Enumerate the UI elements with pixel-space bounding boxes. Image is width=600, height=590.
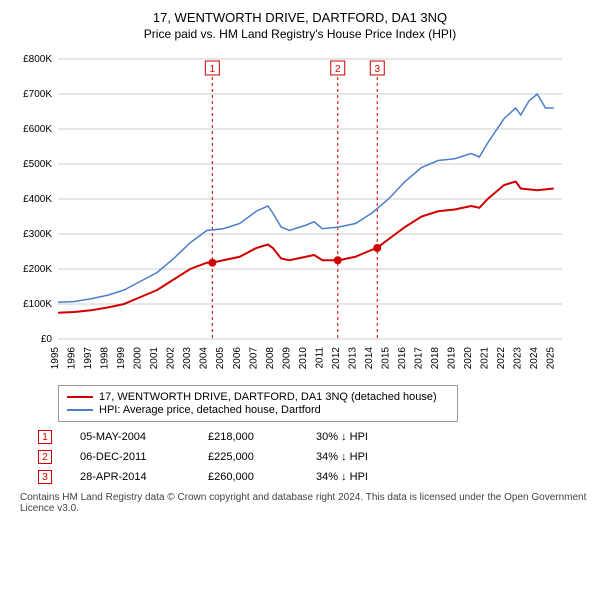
svg-text:2015: 2015 — [380, 347, 391, 370]
sale-diff: 30% ↓ HPI — [316, 431, 368, 443]
table-row: 3 28-APR-2014 £260,000 34% ↓ HPI — [38, 470, 590, 484]
svg-text:1998: 1998 — [100, 347, 111, 370]
legend-row-hpi: HPI: Average price, detached house, Dart… — [67, 404, 449, 416]
svg-text:£700K: £700K — [23, 89, 52, 100]
sale-marker-icon: 3 — [38, 470, 52, 484]
sale-price: £225,000 — [208, 451, 288, 463]
svg-text:2004: 2004 — [199, 347, 210, 370]
svg-text:2014: 2014 — [364, 347, 375, 370]
svg-text:£200K: £200K — [23, 264, 52, 275]
svg-text:2011: 2011 — [314, 347, 325, 369]
legend-row-property: 17, WENTWORTH DRIVE, DARTFORD, DA1 3NQ (… — [67, 391, 449, 403]
svg-text:2009: 2009 — [281, 347, 292, 370]
svg-text:2016: 2016 — [397, 347, 408, 370]
svg-text:£600K: £600K — [23, 124, 52, 135]
legend-swatch-property — [67, 396, 93, 398]
chart-subtitle: Price paid vs. HM Land Registry's House … — [10, 27, 590, 41]
svg-text:2005: 2005 — [215, 347, 226, 370]
svg-text:1995: 1995 — [50, 347, 61, 370]
svg-text:£800K: £800K — [23, 54, 52, 65]
svg-text:2013: 2013 — [347, 347, 358, 370]
legend-label-property: 17, WENTWORTH DRIVE, DARTFORD, DA1 3NQ (… — [99, 391, 437, 403]
svg-text:£400K: £400K — [23, 194, 52, 205]
svg-text:2019: 2019 — [447, 347, 458, 370]
sale-marker-icon: 1 — [38, 430, 52, 444]
svg-text:2012: 2012 — [331, 347, 342, 370]
sale-date: 06-DEC-2011 — [80, 451, 180, 463]
svg-text:£300K: £300K — [23, 229, 52, 240]
svg-text:1999: 1999 — [116, 347, 127, 370]
svg-text:2025: 2025 — [546, 347, 557, 370]
svg-text:£100K: £100K — [23, 299, 52, 310]
sale-date: 28-APR-2014 — [80, 471, 180, 483]
chart-plot: £0 £100K £200K £300K £400K £500K £600K £700K £80… — [10, 49, 590, 379]
svg-text:2001: 2001 — [149, 347, 160, 370]
chart-title: 17, WENTWORTH DRIVE, DARTFORD, DA1 3NQ — [10, 10, 590, 25]
svg-text:2024: 2024 — [529, 347, 540, 370]
sale-diff: 34% ↓ HPI — [316, 451, 368, 463]
legend-swatch-hpi — [67, 409, 93, 411]
svg-text:1: 1 — [210, 64, 216, 75]
footer-attribution: Contains HM Land Registry data © Crown c… — [20, 492, 590, 514]
svg-text:2021: 2021 — [480, 347, 491, 370]
sale-marker-icon: 2 — [38, 450, 52, 464]
svg-text:3: 3 — [374, 64, 380, 75]
svg-text:£500K: £500K — [23, 159, 52, 170]
sales-table: 1 05-MAY-2004 £218,000 30% ↓ HPI 2 06-DE… — [38, 430, 590, 484]
sale-diff: 34% ↓ HPI — [316, 471, 368, 483]
svg-text:2020: 2020 — [463, 347, 474, 370]
svg-text:2023: 2023 — [513, 347, 524, 370]
legend: 17, WENTWORTH DRIVE, DARTFORD, DA1 3NQ (… — [58, 385, 458, 422]
table-row: 1 05-MAY-2004 £218,000 30% ↓ HPI — [38, 430, 590, 444]
chart-container: 17, WENTWORTH DRIVE, DARTFORD, DA1 3NQ P… — [0, 0, 600, 522]
svg-text:2022: 2022 — [496, 347, 507, 370]
svg-text:2000: 2000 — [133, 347, 144, 370]
svg-text:2018: 2018 — [430, 347, 441, 370]
line-chart-svg: £0 £100K £200K £300K £400K £500K £600K £700K £80… — [10, 49, 570, 379]
svg-text:2017: 2017 — [414, 347, 425, 370]
table-row: 2 06-DEC-2011 £225,000 34% ↓ HPI — [38, 450, 590, 464]
svg-text:2: 2 — [335, 64, 341, 75]
svg-text:2008: 2008 — [265, 347, 276, 370]
svg-text:2010: 2010 — [298, 347, 309, 370]
svg-text:1997: 1997 — [83, 347, 94, 370]
legend-label-hpi: HPI: Average price, detached house, Dart… — [99, 404, 321, 416]
svg-text:2006: 2006 — [232, 347, 243, 370]
svg-text:2003: 2003 — [182, 347, 193, 370]
svg-text:2007: 2007 — [248, 347, 259, 370]
svg-text:£0: £0 — [41, 334, 53, 345]
sale-price: £218,000 — [208, 431, 288, 443]
svg-text:2002: 2002 — [166, 347, 177, 370]
sale-price: £260,000 — [208, 471, 288, 483]
sale-date: 05-MAY-2004 — [80, 431, 180, 443]
svg-text:1996: 1996 — [67, 347, 78, 370]
